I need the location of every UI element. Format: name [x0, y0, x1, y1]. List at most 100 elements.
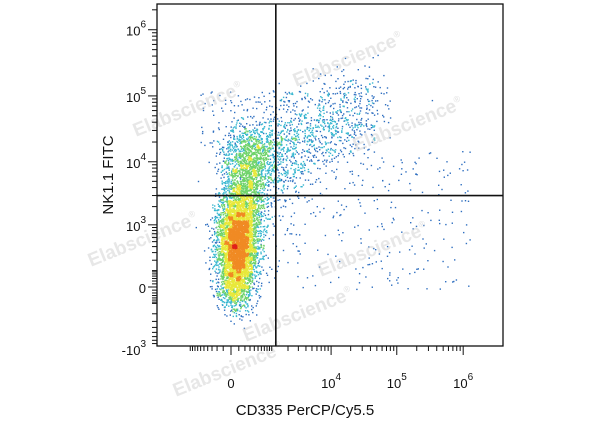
- event-dot: [232, 127, 235, 129]
- event-dot: [233, 138, 235, 140]
- event-dot: [271, 179, 274, 182]
- event-dot: [248, 256, 251, 258]
- event-dot: [373, 126, 375, 128]
- event-dot: [232, 131, 235, 133]
- event-dot: [292, 141, 294, 143]
- event-dot: [230, 280, 232, 283]
- event-dot: [230, 153, 233, 155]
- event-dot: [319, 73, 322, 75]
- event-dot: [290, 167, 292, 170]
- event-dot: [235, 193, 237, 196]
- event-dot: [230, 297, 232, 299]
- event-dot: [279, 158, 282, 160]
- event-dot: [292, 103, 295, 105]
- event-dot: [222, 229, 225, 231]
- event-dot: [241, 188, 243, 190]
- event-dot: [278, 123, 280, 126]
- event-dot: [258, 157, 260, 160]
- event-dot: [273, 185, 275, 188]
- event-dot: [298, 90, 301, 93]
- event-dot: [314, 103, 316, 106]
- event-dot: [243, 200, 245, 202]
- event-dot: [304, 113, 307, 116]
- event-dot: [218, 259, 220, 261]
- event-dot: [253, 205, 255, 208]
- event-dot: [307, 156, 310, 158]
- event-dot: [253, 170, 255, 172]
- event-dot: [331, 132, 334, 135]
- event-dot: [238, 152, 240, 154]
- event-dot: [330, 97, 332, 99]
- event-dot: [262, 231, 264, 233]
- event-dot: [240, 100, 242, 103]
- event-dot: [219, 248, 222, 250]
- event-dot: [289, 130, 291, 132]
- event-dot: [223, 168, 226, 171]
- event-dot: [308, 148, 310, 151]
- event-dot: [243, 289, 245, 291]
- event-dot: [244, 277, 246, 279]
- event-dot: [213, 230, 216, 233]
- event-dot: [335, 87, 337, 89]
- event-dot: [250, 283, 252, 285]
- event-dot: [250, 207, 252, 209]
- event-dot: [289, 233, 291, 235]
- event-dot: [302, 286, 304, 289]
- event-dot: [230, 203, 232, 206]
- event-dot: [223, 243, 225, 245]
- event-dot: [216, 244, 219, 246]
- event-dot: [296, 131, 298, 133]
- event-dot: [253, 224, 255, 226]
- event-dot: [251, 305, 253, 307]
- event-dot: [257, 208, 259, 210]
- event-dot: [327, 101, 330, 104]
- event-dot: [249, 292, 251, 294]
- event-dot: [236, 299, 238, 301]
- event-dot: [367, 128, 369, 130]
- event-dot: [314, 284, 317, 287]
- event-dot: [303, 162, 306, 165]
- event-dot: [290, 129, 292, 132]
- event-dot: [333, 171, 335, 173]
- event-dot: [276, 181, 279, 183]
- event-dot: [247, 190, 249, 192]
- event-dot: [240, 296, 242, 298]
- event-dot: [390, 201, 393, 203]
- event-dot: [243, 139, 245, 141]
- event-dot: [230, 296, 232, 298]
- event-dot: [329, 149, 332, 151]
- event-dot: [257, 147, 259, 149]
- event-dot: [255, 154, 258, 156]
- event-dot: [358, 147, 360, 149]
- event-dot: [266, 137, 268, 140]
- event-dot: [289, 142, 291, 145]
- event-dot: [333, 149, 335, 152]
- event-dot: [259, 230, 261, 232]
- event-dot: [339, 110, 342, 112]
- event-dot: [220, 263, 222, 265]
- event-dot: [228, 292, 230, 294]
- event-dot: [257, 226, 259, 228]
- event-dot: [235, 285, 238, 287]
- event-dot: [415, 162, 417, 165]
- event-dot: [246, 190, 248, 192]
- event-dot: [427, 212, 429, 214]
- event-dot: [270, 147, 272, 149]
- event-dot: [240, 197, 242, 199]
- event-dot: [278, 108, 281, 111]
- event-dot: [364, 65, 366, 67]
- event-dot: [255, 160, 258, 163]
- event-dot: [258, 194, 260, 196]
- event-dot: [255, 175, 258, 177]
- event-dot: [217, 291, 220, 293]
- event-dot: [260, 176, 262, 178]
- event-dot: [257, 192, 259, 195]
- event-dot: [250, 170, 253, 172]
- event-dot: [238, 284, 240, 286]
- event-dot: [251, 200, 253, 202]
- event-dot: [306, 95, 309, 97]
- event-dot: [254, 207, 256, 210]
- event-dot: [237, 148, 240, 151]
- event-dot: [225, 295, 228, 298]
- event-dot: [263, 147, 265, 149]
